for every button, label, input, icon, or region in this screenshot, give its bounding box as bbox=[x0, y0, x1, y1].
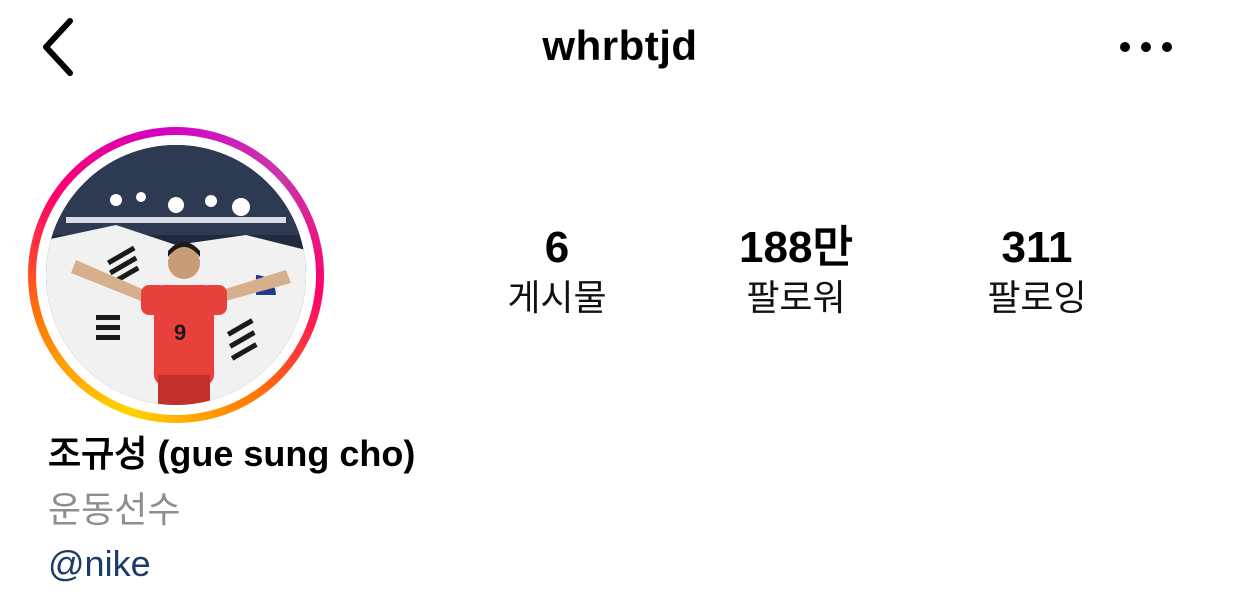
svg-text:9: 9 bbox=[174, 320, 186, 345]
story-ring[interactable]: 9 bbox=[28, 127, 324, 423]
top-bar: whrbtjd bbox=[0, 0, 1241, 100]
profile-username: whrbtjd bbox=[542, 22, 698, 69]
profile-avatar: 9 bbox=[46, 145, 306, 405]
followers-label: 팔로워 bbox=[746, 277, 846, 318]
followers-stat[interactable]: 188만 팔로워 bbox=[686, 222, 906, 322]
bio-mention-link[interactable]: @nike bbox=[48, 543, 151, 584]
following-stat[interactable]: 311 팔로잉 bbox=[927, 222, 1147, 322]
following-count: 311 bbox=[1001, 223, 1073, 272]
posts-stat[interactable]: 6 게시물 bbox=[447, 222, 667, 322]
chevron-left-icon bbox=[43, 18, 73, 76]
more-options-button[interactable] bbox=[1108, 22, 1184, 72]
followers-count: 188만 bbox=[739, 223, 853, 272]
posts-count: 6 bbox=[544, 223, 570, 272]
profile-category: 운동선수 bbox=[48, 489, 181, 530]
following-label: 팔로잉 bbox=[987, 277, 1087, 318]
display-name: 조규성 (gue sung cho) bbox=[48, 433, 416, 474]
more-horizontal-icon bbox=[1120, 42, 1172, 52]
back-button[interactable] bbox=[30, 12, 86, 82]
posts-label: 게시물 bbox=[507, 277, 607, 318]
